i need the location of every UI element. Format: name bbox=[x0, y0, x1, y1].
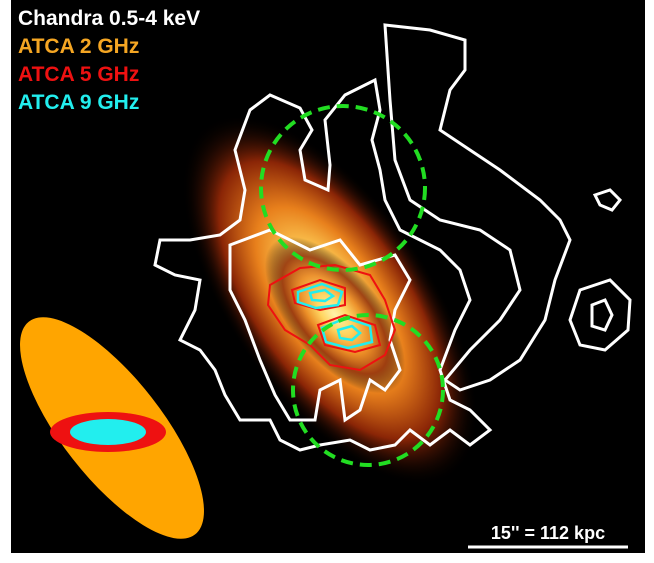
legend-label: Chandra 0.5-4 keV bbox=[18, 7, 200, 30]
xray-contours bbox=[153, 23, 632, 452]
radio-5ghz-contours bbox=[266, 263, 397, 372]
scale-bar-label: 15'' = 112 kpc bbox=[491, 523, 605, 543]
legend-label: ATCA 2 GHz bbox=[18, 35, 139, 58]
legend-label: ATCA 9 GHz bbox=[18, 91, 139, 114]
legend-label: ATCA 5 GHz bbox=[18, 63, 139, 86]
beams bbox=[20, 317, 204, 539]
regions bbox=[259, 104, 445, 467]
xray-core bbox=[264, 236, 406, 394]
